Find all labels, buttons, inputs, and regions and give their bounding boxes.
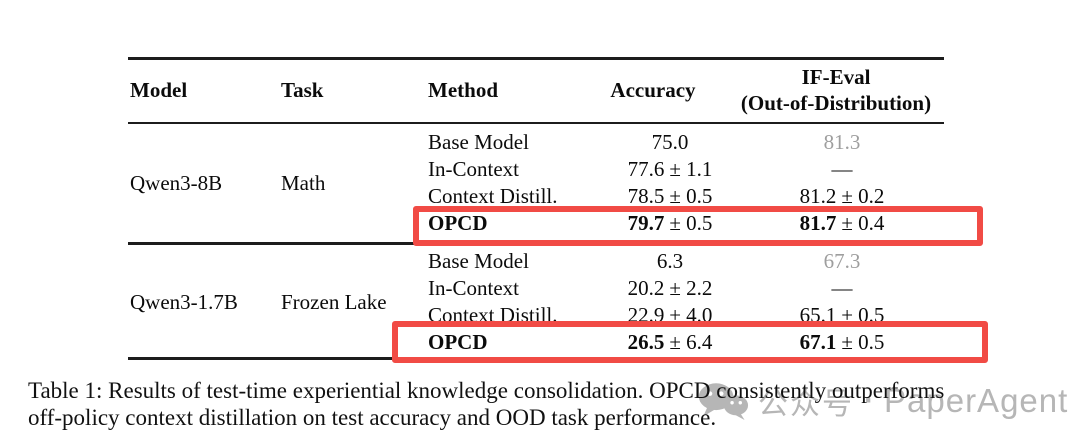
accuracy-value: 26.5 ± 6.4: [627, 330, 713, 354]
ifeval-value: 67.3: [823, 249, 861, 273]
header-ifeval: IF-Eval (Out-of-Distribution): [728, 60, 944, 120]
accuracy-value: 79.7 ± 0.5: [627, 211, 713, 235]
ifeval-value: 81.7 ± 0.4: [799, 211, 885, 235]
opcd-highlight-box-2: [392, 321, 988, 363]
method-label: In-Context: [428, 276, 519, 300]
accuracy-value: 6.3: [656, 249, 684, 273]
header-model: Model: [130, 78, 188, 102]
table-top-rule: [128, 57, 944, 60]
table-group-qwen3-8b: Qwen3-8B Math Base Model 75.0 81.3 In-Co…: [128, 129, 944, 237]
table-row: Base Model 75.0 81.3: [428, 129, 944, 156]
watermark-cn-text: 公众号: [758, 388, 854, 421]
table-row-opcd: OPCD 79.7 ± 0.5 81.7 ± 0.4: [428, 210, 944, 237]
method-label: OPCD: [428, 330, 488, 354]
table-row: Base Model 6.3 67.3: [428, 248, 944, 275]
group-rows: Base Model 75.0 81.3 In-Context 77.6 ± 1.…: [428, 129, 944, 237]
table-row: In-Context 20.2 ± 2.2 —: [428, 275, 944, 302]
caption-line1: Table 1: Results of test-time experienti…: [28, 378, 945, 403]
method-label: In-Context: [428, 157, 519, 181]
accuracy-value: 20.2 ± 2.2: [627, 276, 713, 300]
ifeval-value: 67.1 ± 0.5: [799, 330, 885, 354]
ifeval-value: —: [831, 157, 853, 181]
header-accuracy: Accuracy: [610, 78, 696, 102]
wechat-bubbles-icon: [698, 383, 749, 420]
accuracy-value: 77.6 ± 1.1: [627, 157, 713, 181]
opcd-highlight-box-1: [413, 206, 983, 246]
accuracy-value: 75.0: [651, 130, 689, 154]
model-name: Qwen3-1.7B: [130, 289, 238, 314]
watermark: 公众号 · PaperAgent: [697, 381, 1068, 421]
ifeval-value: —: [831, 276, 853, 300]
method-label: Base Model: [428, 249, 529, 273]
method-label: Base Model: [428, 130, 529, 154]
task-name: Math: [281, 170, 326, 195]
table-header-row: Model Task Method Accuracy IF-Eval (Out-…: [128, 60, 944, 120]
table-row: In-Context 77.6 ± 1.1 —: [428, 156, 944, 183]
table-caption: Table 1: Results of test-time experienti…: [28, 377, 1068, 431]
accuracy-value: 78.5 ± 0.5: [627, 184, 713, 208]
header-task: Task: [281, 78, 324, 102]
table-header-rule: [128, 122, 944, 124]
method-label: Context Distill.: [428, 184, 558, 208]
task-name: Frozen Lake: [281, 289, 387, 314]
method-label: OPCD: [428, 211, 488, 235]
header-ifeval-line1: IF-Eval: [801, 65, 871, 89]
watermark-separator: ·: [864, 384, 874, 417]
header-ifeval-line2: (Out-of-Distribution): [740, 91, 932, 115]
model-name: Qwen3-8B: [130, 170, 223, 195]
table-row-opcd: OPCD 26.5 ± 6.4 67.1 ± 0.5: [428, 329, 944, 356]
header-method: Method: [428, 78, 498, 102]
table-row: Context Distill. 78.5 ± 0.5 81.2 ± 0.2: [428, 183, 944, 210]
ifeval-value: 81.2 ± 0.2: [799, 184, 885, 208]
watermark-en-text: PaperAgent: [884, 382, 1069, 419]
caption-line2: off-policy context distillation on test …: [28, 405, 717, 430]
ifeval-value: 81.3: [823, 130, 861, 154]
